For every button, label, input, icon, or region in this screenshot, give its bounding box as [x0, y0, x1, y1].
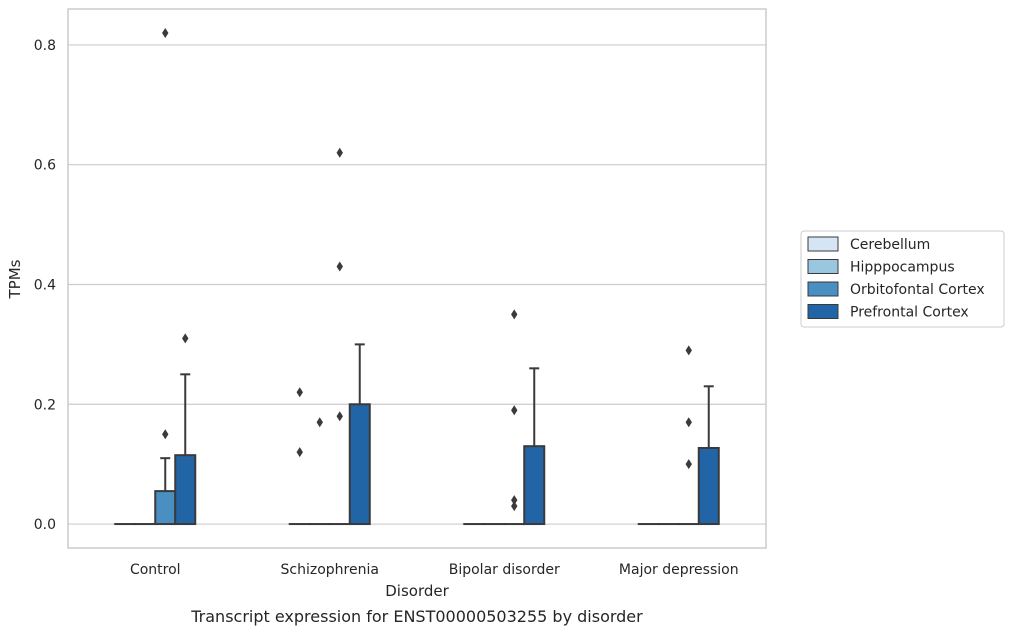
- outlier-point: [336, 261, 343, 272]
- outlier-points: [162, 27, 692, 512]
- bar: [697, 446, 720, 526]
- outlier-point: [511, 501, 518, 512]
- outlier-point: [336, 147, 343, 158]
- y-tick-label: 0.2: [34, 397, 56, 413]
- outlier-point: [162, 429, 169, 440]
- outlier-point: [685, 459, 692, 470]
- outlier-point: [685, 345, 692, 356]
- legend-label: Prefrontal Cortex: [850, 305, 969, 321]
- legend: Cerebellum Hipppocampus Orbitofontal Corte…: [800, 230, 1005, 328]
- legend-swatch: [807, 304, 839, 319]
- y-axis-label: TPMs: [6, 259, 24, 299]
- outlier-point: [316, 417, 323, 428]
- x-tick-label: Schizophrenia: [281, 562, 379, 578]
- legend-label: Hipppocampus: [850, 260, 955, 276]
- plot-frame: [67, 8, 767, 549]
- x-tick-label: Bipolar disorder: [449, 562, 560, 578]
- legend-label: Orbitofontal Cortex: [850, 282, 985, 298]
- outlier-point: [182, 333, 189, 344]
- x-axis-label: Disorder: [385, 582, 449, 600]
- outlier-point: [511, 495, 518, 506]
- outlier-point: [336, 411, 343, 422]
- bars: [114, 403, 720, 526]
- outlier-point: [162, 27, 169, 38]
- x-tick-label: Control: [130, 562, 181, 578]
- legend-swatch: [807, 236, 839, 252]
- legend-swatch: [807, 281, 839, 297]
- legend-swatch: [807, 259, 839, 274]
- outlier-point: [511, 309, 518, 320]
- outlier-point: [296, 387, 303, 398]
- error-whiskers: [160, 343, 714, 492]
- y-tick-labels: 0.0 0.2 0.4 0.6 0.8: [34, 38, 56, 533]
- y-tick-label: 0.0: [34, 517, 56, 533]
- bar: [174, 454, 197, 526]
- x-tick-labels: Control Schizophrenia Bipolar disorder Majo…: [130, 562, 739, 578]
- grid-lines: [68, 44, 766, 525]
- chart-caption: Transcript expression for ENST0000050325…: [190, 607, 643, 626]
- bar: [348, 403, 371, 526]
- bar: [154, 490, 177, 526]
- bar: [523, 445, 546, 526]
- y-tick-label: 0.6: [34, 158, 56, 174]
- outlier-point: [511, 405, 518, 416]
- outlier-point: [296, 447, 303, 458]
- outlier-point: [685, 417, 692, 428]
- y-tick-label: 0.4: [34, 277, 56, 293]
- y-tick-label: 0.8: [34, 38, 56, 54]
- legend-label: Cerebellum: [850, 237, 930, 253]
- x-tick-label: Major depression: [619, 562, 739, 578]
- legend-frame: [800, 230, 1005, 328]
